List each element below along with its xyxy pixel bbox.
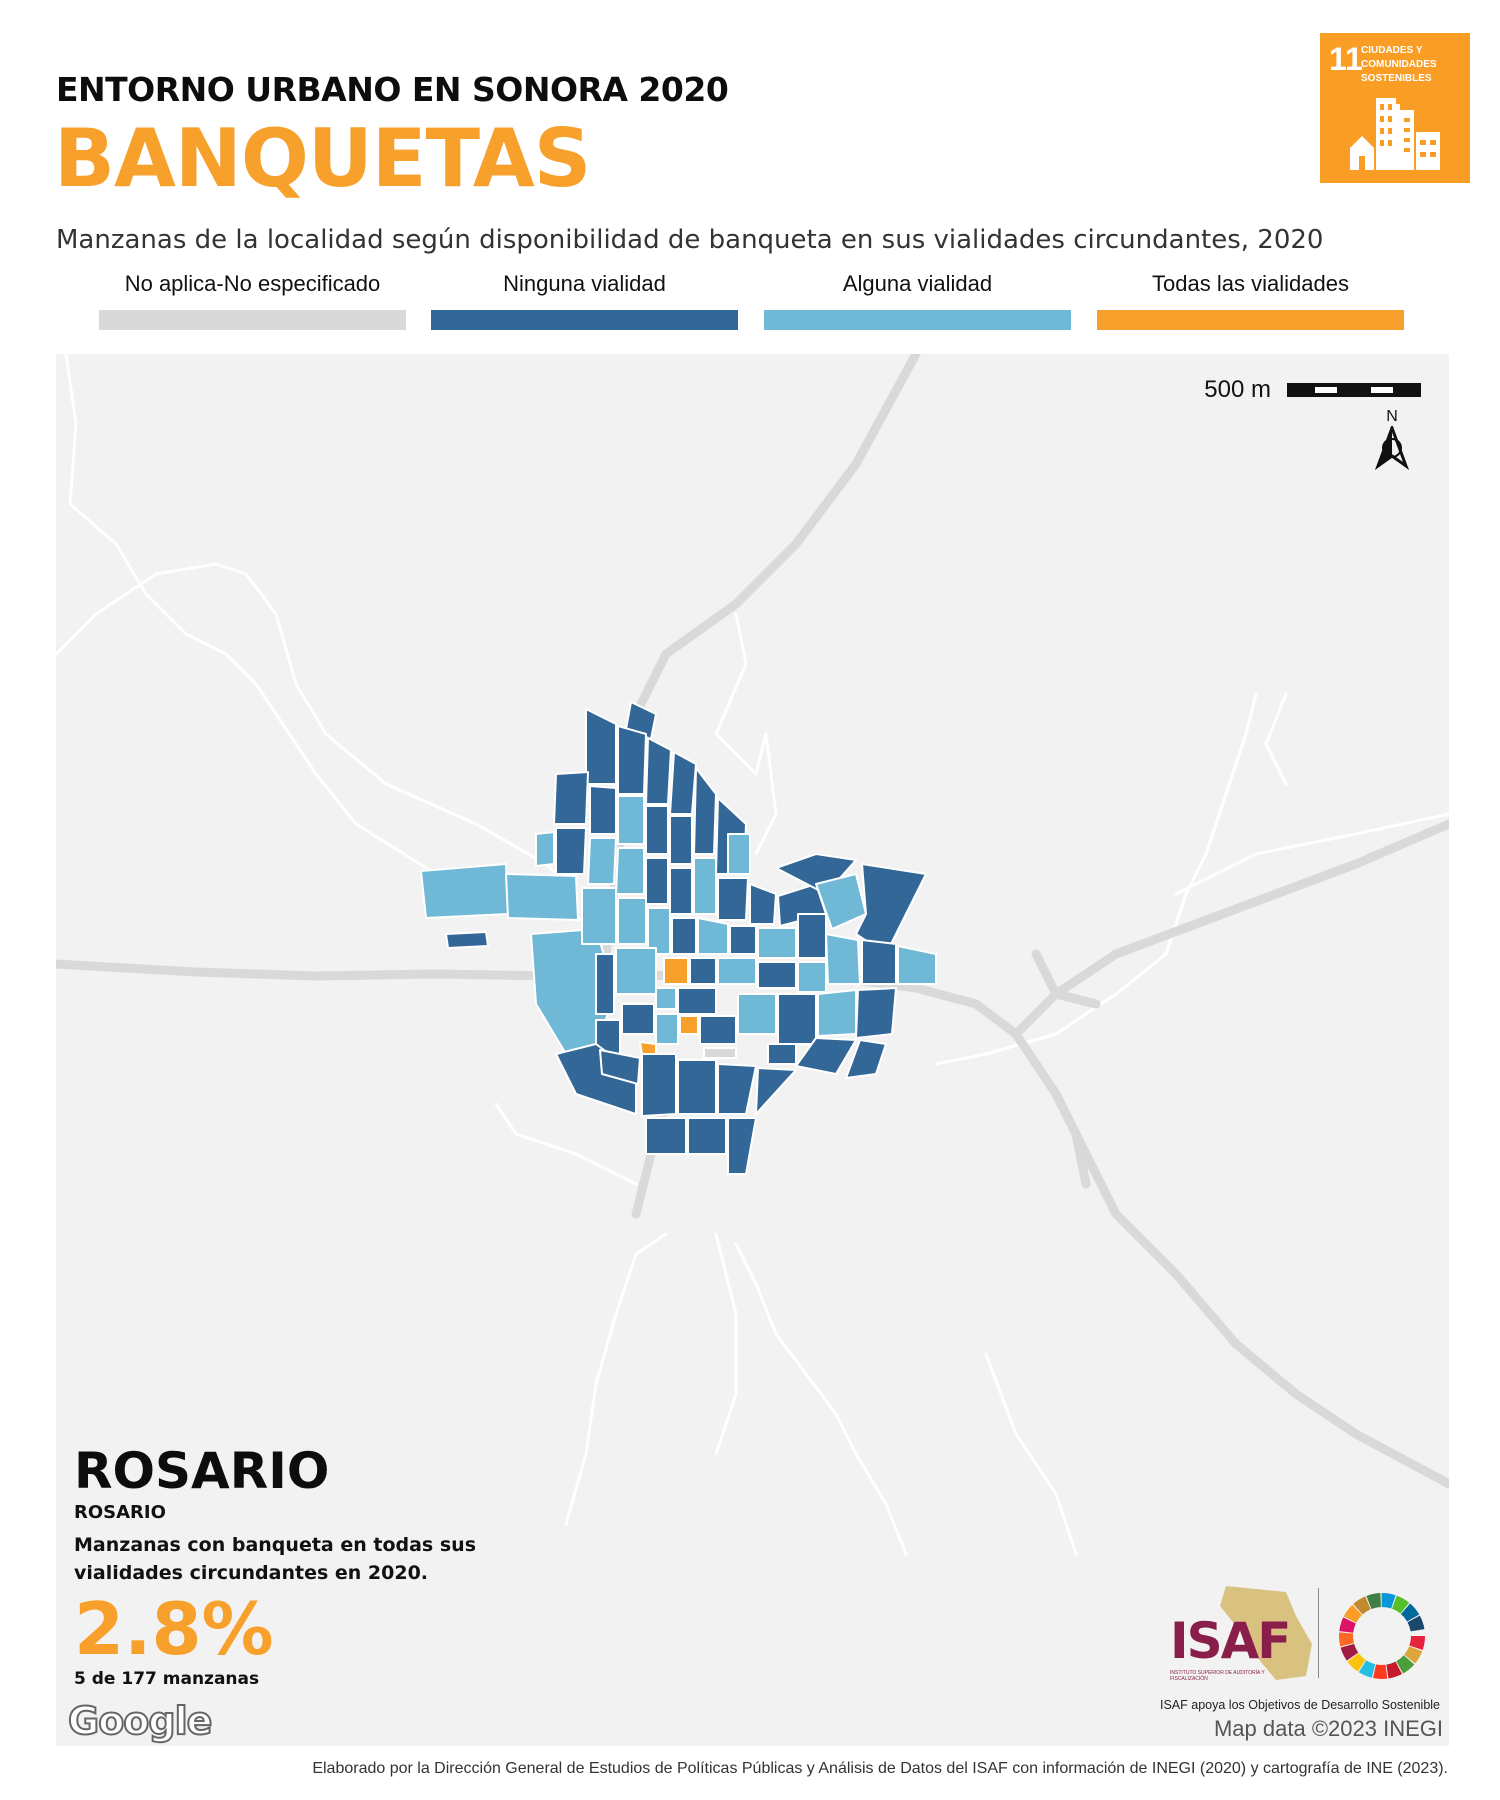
legend-label: Alguna vialidad — [842, 271, 993, 296]
sdg-wheel-icon — [1339, 1593, 1425, 1679]
isaf-subtitle: INSTITUTO SUPERIOR DE AUDITORÍA Y FISCAL… — [1170, 1670, 1265, 1682]
footer-credit: Elaborado por la Dirección General de Es… — [312, 1760, 1448, 1777]
scale-ruler — [1287, 383, 1421, 397]
map-panel[interactable]: 500 m N ROSARIO ROSARIO Manzanas con ban… — [56, 354, 1449, 1746]
isaf-note: ISAF apoya los Objetivos de Desarrollo S… — [1160, 1698, 1441, 1712]
supertitle: ENTORNO URBANO EN SONORA 2020 — [56, 70, 729, 109]
legend-item-ninguna: Ninguna vialidad — [431, 268, 738, 330]
map-basemap — [56, 354, 1449, 1556]
place-summary: ROSARIO ROSARIO Manzanas con banqueta en… — [74, 1442, 504, 1689]
legend-swatch — [431, 310, 738, 330]
page-subtitle: Manzanas de la localidad según disponibi… — [56, 225, 1324, 255]
north-label: N — [1386, 408, 1398, 425]
legend-label: Ninguna vialidad — [503, 271, 666, 296]
city-buildings-icon — [1350, 98, 1440, 170]
municipality-name: ROSARIO — [74, 1502, 166, 1523]
logo-divider — [1318, 1588, 1319, 1678]
sonora-map-icon — [1220, 1586, 1312, 1680]
isaf-logo: ISAF — [1170, 1612, 1291, 1670]
legend-label: No aplica-No especificado — [124, 271, 381, 296]
map-legend: No aplica-No especificado Ninguna vialid… — [99, 268, 1409, 330]
city-blocks — [420, 701, 937, 1175]
legend-swatch — [1097, 310, 1404, 330]
compass-icon — [1374, 423, 1410, 471]
indicator-count: 5 de 177 manzanas — [74, 1669, 260, 1689]
scale-label: 500 m — [1204, 376, 1271, 403]
legend-swatch — [99, 310, 406, 330]
indicator-percent: 2.8% — [74, 1587, 274, 1671]
map-attribution: Map data ©2023 INEGI — [1213, 1716, 1443, 1741]
isaf-logo-block: ISAF INSTITUTO SUPERIOR DE AUDITORÍA Y F… — [1156, 1582, 1446, 1712]
sdg-number: 11 — [1329, 41, 1363, 77]
place-name: ROSARIO — [74, 1442, 330, 1500]
page-title: BANQUETAS — [54, 112, 591, 205]
sdg-11-badge: 11 CIUDADES Y COMUNIDADES SOSTENIBLES — [1320, 33, 1470, 183]
legend-swatch — [764, 310, 1071, 330]
legend-item-no-aplica: No aplica-No especificado — [99, 268, 406, 330]
scale-bar: 500 m — [1204, 376, 1421, 404]
google-logo: Google — [67, 1698, 213, 1744]
legend-item-todas: Todas las vialidades — [1097, 268, 1404, 330]
indicator-description: Manzanas con banqueta en todas sus viali… — [74, 1534, 476, 1584]
north-arrow-icon: N — [1370, 408, 1414, 475]
sdg-label: CIUDADES Y COMUNIDADES SOSTENIBLES — [1361, 45, 1437, 84]
legend-label: Todas las vialidades — [1152, 271, 1349, 296]
legend-item-alguna: Alguna vialidad — [764, 268, 1071, 330]
